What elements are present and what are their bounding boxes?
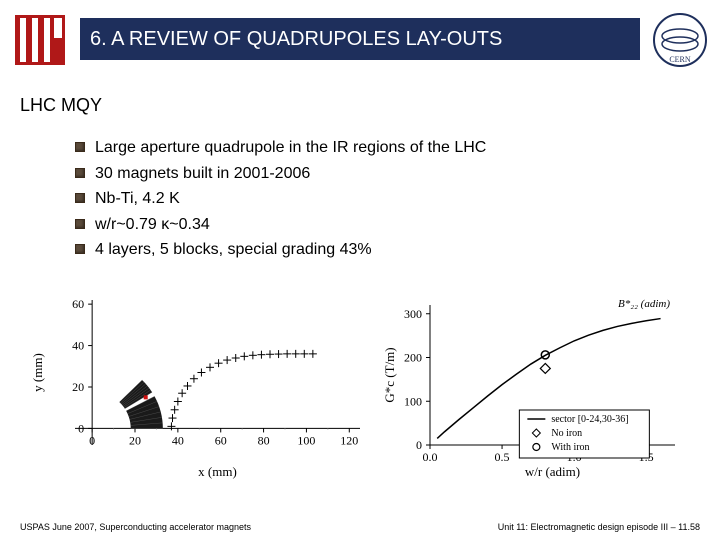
svg-text:80: 80 [258,433,270,447]
header-bar: 6. A REVIEW OF QUADRUPOLES LAY-OUTS [80,18,640,60]
logo-left [10,10,70,70]
svg-text:20: 20 [129,433,141,447]
logo-right: CERN [650,10,710,70]
svg-text:0: 0 [416,438,422,452]
footer-right: Unit 11: Electromagnetic design episode … [498,522,700,532]
charts-row: 0 20 40 60 80 100 120 0 20 40 60 x (mm) y (mm) 0.0 0.… [30,290,690,485]
svg-text:0: 0 [89,433,95,447]
svg-text:120: 120 [340,433,358,447]
bullet-item: Nb-Ti, 4.2 K [75,186,486,212]
svg-text:CERN: CERN [669,55,691,64]
bullet-item: 4 layers, 5 blocks, special grading 43% [75,237,486,263]
svg-text:w/r (adim): w/r (adim) [525,464,580,479]
svg-text:y (mm): y (mm) [30,353,45,392]
svg-text:With iron: With iron [551,442,589,453]
svg-text:0.0: 0.0 [423,450,438,464]
svg-text:60: 60 [72,297,84,311]
chart-cross-section: 0 20 40 60 80 100 120 0 20 40 60 x (mm) y (mm) [30,290,370,480]
svg-text:x (mm): x (mm) [198,464,237,479]
svg-text:B*₂₂ (adim): B*₂₂ (adim) [618,298,670,310]
bullet-item: w/r~0.79 κ~0.34 [75,212,486,238]
svg-text:60: 60 [215,433,227,447]
svg-text:300: 300 [404,307,422,321]
svg-text:0: 0 [78,421,84,435]
footer-left: USPAS June 2007, Superconducting acceler… [20,522,251,532]
svg-text:100: 100 [404,394,422,408]
svg-text:40: 40 [172,433,184,447]
chart-gradient: 0.00.51.01.50100200300w/r (adim)G*c (T/m… [380,290,690,480]
svg-text:sector [0-24,30-36]: sector [0-24,30-36] [551,414,628,425]
svg-text:200: 200 [404,351,422,365]
svg-text:20: 20 [72,380,84,394]
svg-text:40: 40 [72,339,84,353]
bullet-item: 30 magnets built in 2001-2006 [75,161,486,187]
bullet-list: Large aperture quadrupole in the IR regi… [75,135,486,263]
bullet-item: Large aperture quadrupole in the IR regi… [75,135,486,161]
header-title: 6. A REVIEW OF QUADRUPOLES LAY-OUTS [90,28,502,51]
svg-text:0.5: 0.5 [495,450,510,464]
svg-text:100: 100 [297,433,315,447]
subtitle: LHC MQY [20,95,102,116]
svg-text:No iron: No iron [551,428,582,439]
svg-text:G*c (T/m): G*c (T/m) [382,347,397,402]
